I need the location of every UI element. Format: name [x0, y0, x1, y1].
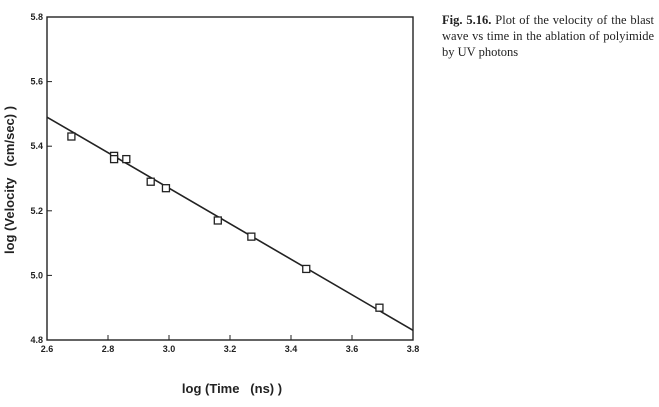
caption-text: Plot of the velocity of the blast wave v…: [442, 13, 654, 59]
figure-label: Fig. 5.16.: [442, 13, 492, 27]
y-tick-label: 5.4: [30, 141, 43, 151]
y-tick-label: 5.8: [30, 12, 43, 22]
y-tick-label: 5.2: [30, 206, 43, 216]
x-axis-ticks: 2.6 2.8 3.0 3.2 3.4 3.6 3.8: [41, 335, 420, 354]
plot-area-frame: [46, 16, 414, 341]
data-point: [161, 184, 171, 193]
fit-line: [46, 116, 414, 332]
x-tick-label: 3.0: [163, 344, 176, 354]
figure-caption: Fig. 5.16. Plot of the velocity of the b…: [442, 12, 654, 60]
data-points: [67, 132, 384, 312]
x-axis-title: log (Time (ns) ): [182, 381, 282, 396]
x-tick-label: 3.4: [285, 344, 298, 354]
data-point: [122, 154, 131, 164]
y-tick-label: 5.0: [30, 270, 43, 280]
x-tick-label: 2.8: [102, 344, 115, 354]
data-point: [146, 177, 155, 186]
x-tick-label: 3.6: [346, 344, 359, 354]
y-axis-title: log (Velocity (cm/sec) ): [2, 106, 17, 254]
data-point: [302, 264, 311, 274]
x-tick-label: 2.6: [41, 344, 54, 354]
chart: 2.6 2.8 3.0 3.2 3.4 3.6 3.8 4.8 5.0 5.2 5.4 5.6 5.8…: [2, 12, 420, 396]
y-tick-label: 4.8: [30, 335, 43, 345]
x-tick-label: 3.8: [407, 344, 420, 354]
y-tick-label: 5.6: [30, 77, 43, 87]
data-point: [109, 154, 119, 164]
data-point: [67, 132, 76, 141]
fit-line-layer: [46, 116, 414, 332]
x-tick-label: 3.2: [224, 344, 237, 354]
data-point: [213, 216, 222, 225]
data-point: [247, 232, 256, 241]
y-axis-ticks: 4.8 5.0 5.2 5.4 5.6 5.8: [30, 12, 52, 345]
data-point: [375, 303, 384, 312]
